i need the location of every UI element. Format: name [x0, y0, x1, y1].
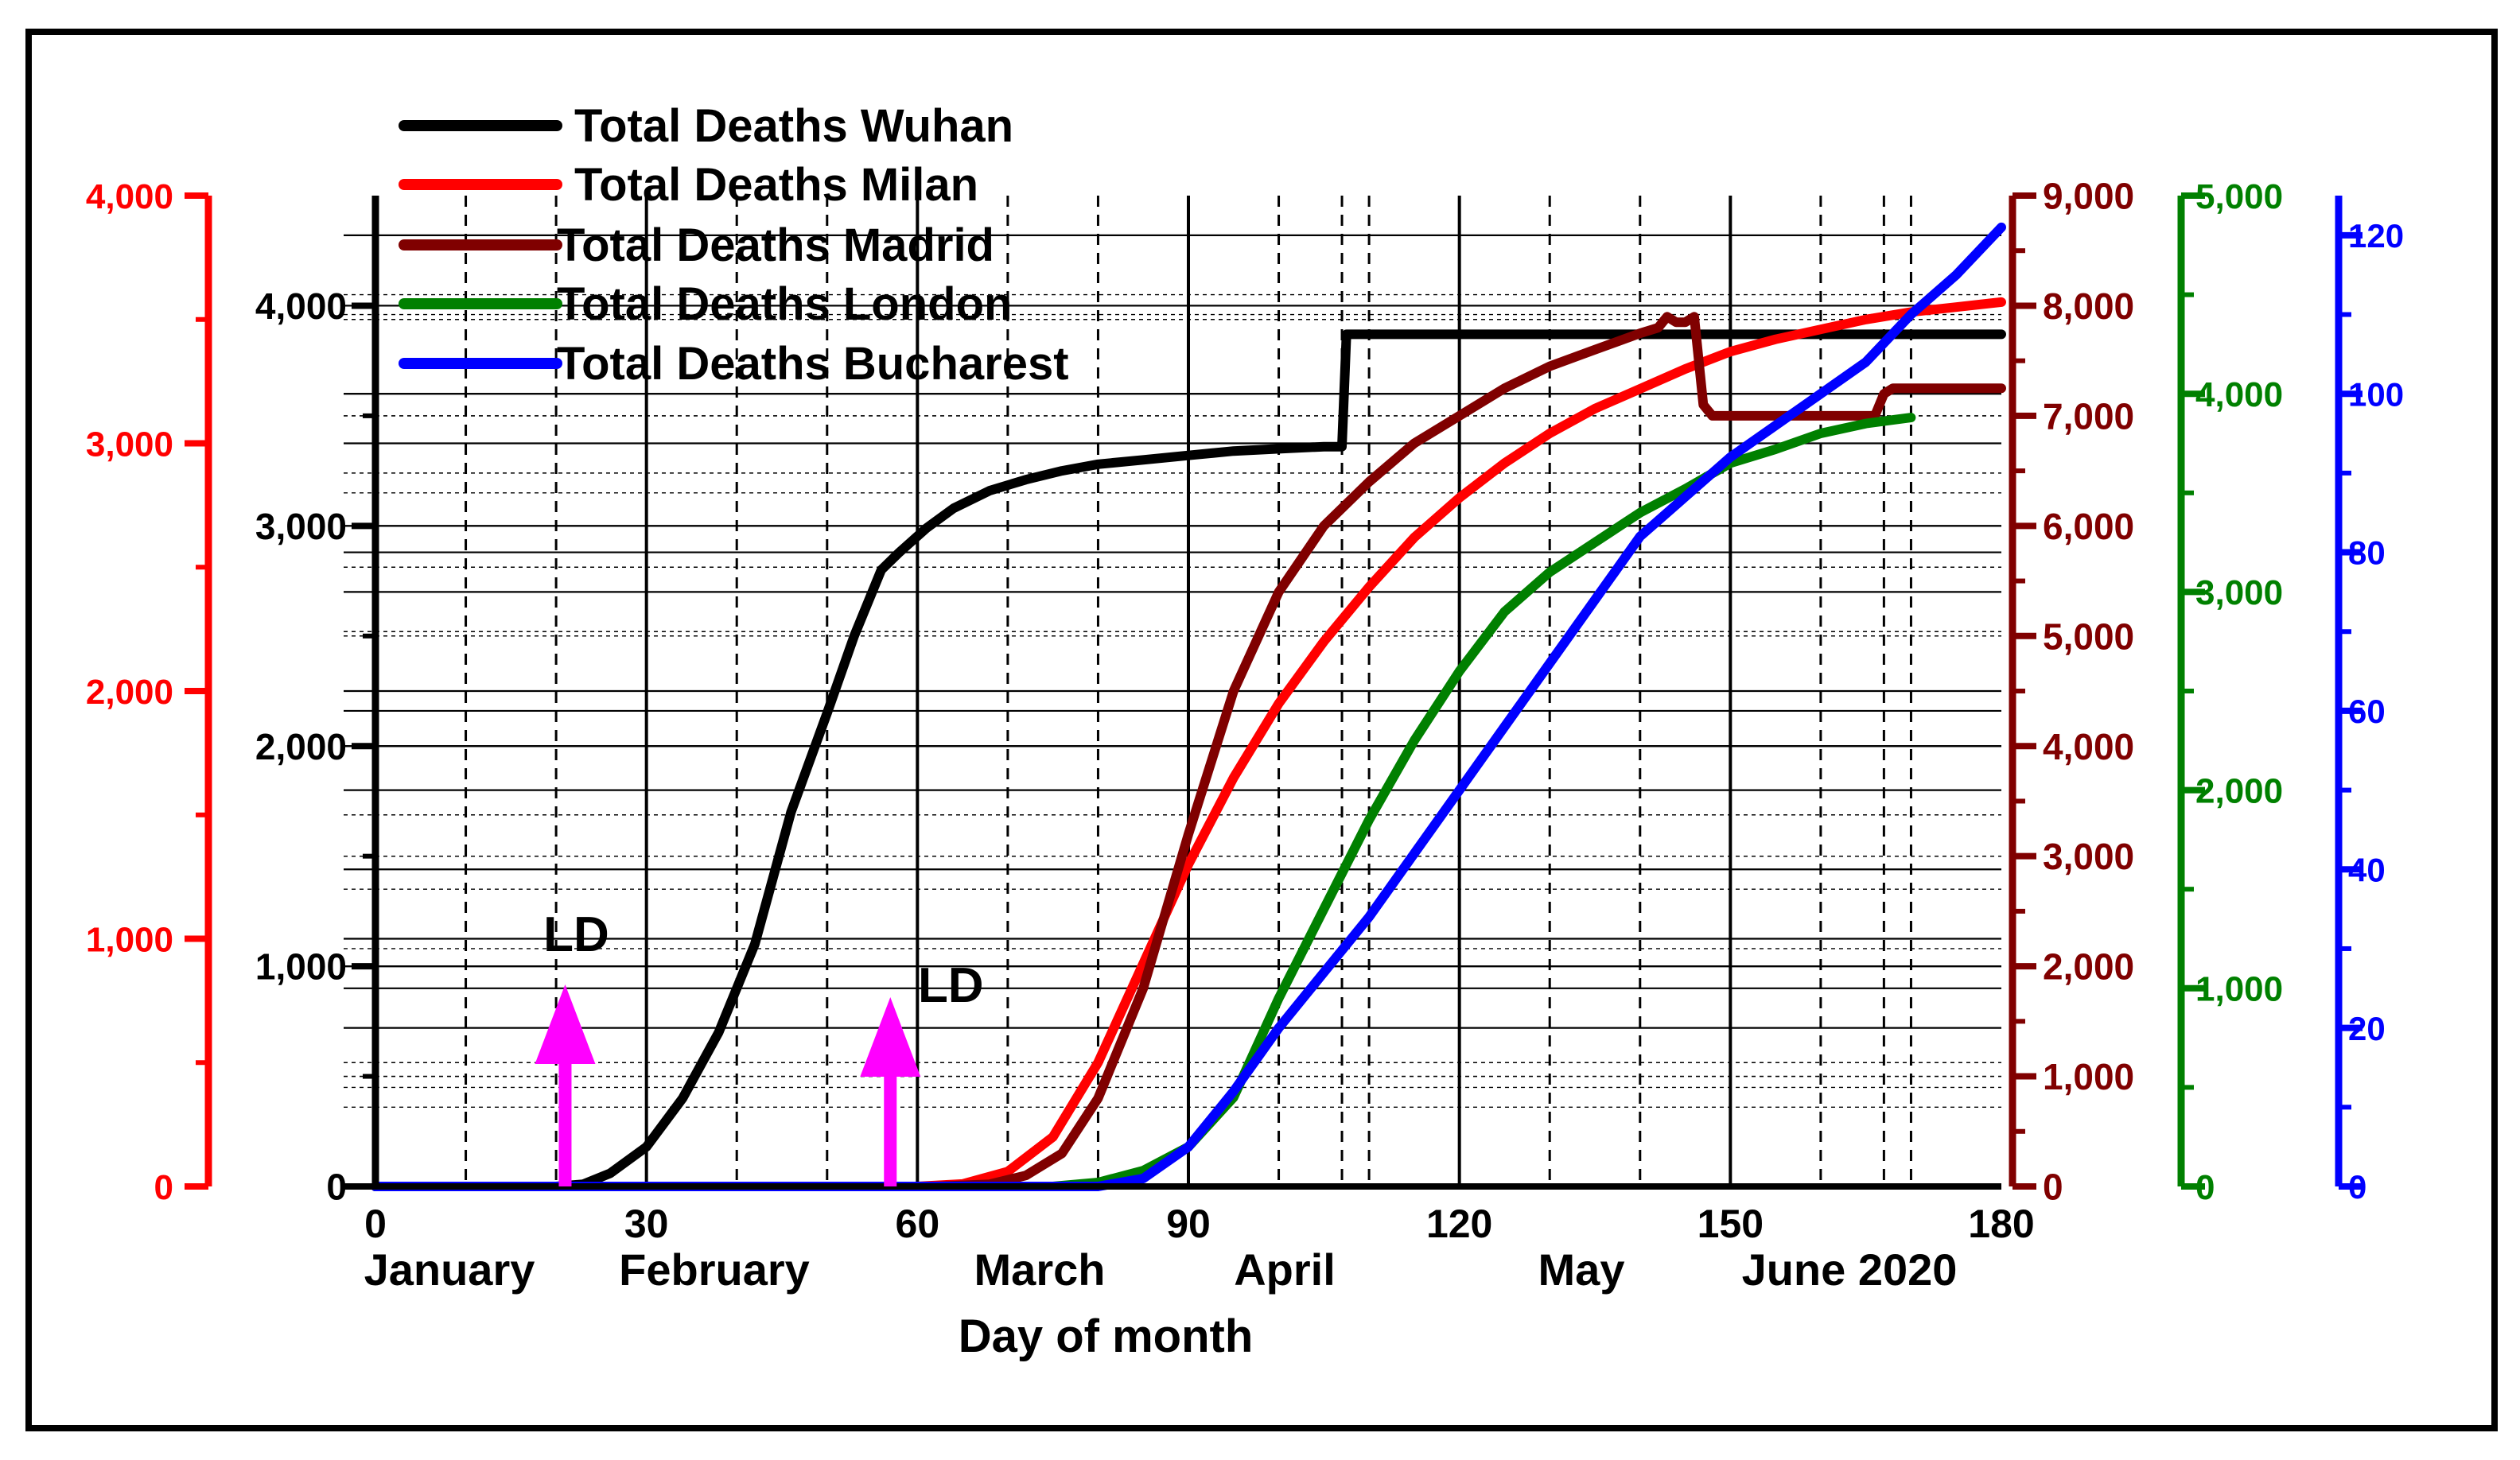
series-line	[371, 312, 2006, 1191]
series-line	[371, 297, 2006, 1191]
y-tick-label-madrid: 1,000	[2043, 1056, 2134, 1097]
y-tick-label-madrid: 2,000	[2043, 946, 2134, 988]
lockdown-arrow-head	[535, 984, 596, 1064]
lockdown-arrow-head	[860, 997, 921, 1077]
lockdown-arrow	[860, 997, 921, 1186]
x-tick-label: 150	[1698, 1202, 1764, 1246]
month-label: March	[974, 1244, 1106, 1295]
y-tick-label-london: 4,000	[2195, 375, 2283, 414]
x-tick-label: 0	[364, 1202, 387, 1246]
y-tick-label-wuhan: 3,000	[255, 506, 347, 547]
y-tick-label-london: 1,000	[2195, 970, 2283, 1009]
y-tick-label-madrid: 7,000	[2043, 395, 2134, 437]
grid	[344, 196, 2001, 1186]
y-tick-label-wuhan: 2,000	[255, 726, 347, 767]
x-tick-label: 30	[624, 1202, 669, 1246]
y-tick-label-bucharest: 120	[2348, 217, 2404, 254]
series-line	[371, 413, 1916, 1191]
month-label: January	[364, 1244, 535, 1295]
lockdown-label: LD	[543, 907, 609, 962]
chart-outer-frame	[25, 29, 2498, 1431]
y-tick-label-wuhan: 4,000	[255, 285, 347, 327]
x-tick-label: 90	[1166, 1202, 1211, 1246]
y-tick-label-london: 2,000	[2195, 771, 2283, 810]
x-axis-label: Day of month	[959, 1311, 1254, 1362]
y-tick-label-london: 5,000	[2195, 177, 2283, 216]
legend-label: Total Deaths Milan	[574, 159, 978, 211]
y-tick-label-milan: 4,000	[86, 177, 173, 216]
month-label: February	[619, 1244, 810, 1295]
lockdown-arrow-shaft	[884, 1070, 897, 1186]
y-tick-label-wuhan: 1,000	[255, 946, 347, 988]
axes-layer: 0 30 60 90 120 150 180 January February March Apri…	[86, 176, 2404, 1295]
lockdown-label: LD	[918, 958, 984, 1013]
series-line	[371, 222, 2006, 1191]
y-tick-label-bucharest: 80	[2348, 534, 2386, 572]
y-tick-label-madrid: 9,000	[2043, 176, 2134, 217]
y-tick-label-bucharest: 100	[2348, 375, 2404, 413]
legend-label: Total Deaths Wuhan	[574, 100, 1013, 152]
annotation-layer: LD LD	[535, 907, 984, 1186]
month-label: April	[1234, 1244, 1336, 1295]
y-tick-label-milan: 2,000	[86, 673, 173, 712]
y-tick-label-bucharest: 60	[2348, 693, 2386, 730]
y-tick-label-milan: 0	[154, 1168, 173, 1207]
y-tick-label-milan: 1,000	[86, 920, 173, 959]
legend-label: Total Deaths Madrid	[557, 219, 994, 271]
x-tick-label: 60	[896, 1202, 940, 1246]
y-tick-label-madrid: 8,000	[2043, 285, 2134, 327]
lockdown-arrow-shaft	[558, 1058, 572, 1186]
y-tick-label-madrid: 0	[2043, 1167, 2063, 1208]
y-tick-label-bucharest: 0	[2348, 1168, 2366, 1206]
legend-label: Total Deaths Bucharest	[557, 338, 1069, 390]
lockdown-arrow	[535, 984, 596, 1186]
y-tick-label-bucharest: 20	[2348, 1010, 2386, 1047]
y-tick-label-london: 0	[2195, 1168, 2215, 1207]
y-tick-label-madrid: 6,000	[2043, 506, 2134, 547]
y-tick-label-madrid: 4,000	[2043, 726, 2134, 767]
x-tick-label: 180	[1968, 1202, 2034, 1246]
y-tick-label-milan: 3,000	[86, 425, 173, 464]
month-label: May	[1538, 1244, 1625, 1295]
y-tick-label-london: 3,000	[2195, 573, 2283, 612]
y-tick-label-madrid: 5,000	[2043, 615, 2134, 657]
x-tick-label: 120	[1426, 1202, 1492, 1246]
legend: Total Deaths Wuhan Total Deaths Milan Tota…	[399, 100, 1069, 390]
y-tick-label-bucharest: 40	[2348, 851, 2386, 888]
legend-label: Total Deaths London	[557, 278, 1012, 330]
month-label: June 2020	[1742, 1244, 1958, 1295]
series-layer	[371, 222, 2006, 1191]
y-tick-label-madrid: 3,000	[2043, 836, 2134, 877]
y-tick-label-wuhan: 0	[326, 1167, 347, 1208]
series-line	[371, 329, 2006, 1191]
